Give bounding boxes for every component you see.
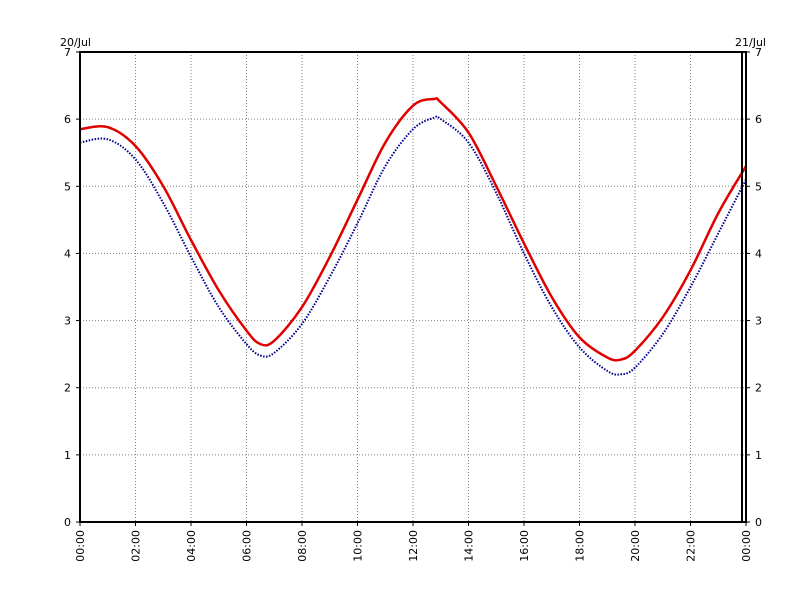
- y-tick-label-left: 7: [64, 46, 71, 59]
- x-tick-label: 00:00: [740, 530, 753, 562]
- y-tick-label-left: 5: [64, 180, 71, 193]
- y-tick-label-left: 3: [64, 315, 71, 328]
- y-tick-label-left: 0: [64, 516, 71, 529]
- x-tick-label: 12:00: [407, 530, 420, 562]
- x-tick-label: 00:00: [74, 530, 87, 562]
- x-tick-label: 04:00: [185, 530, 198, 562]
- date-label-end: 21/Jul: [735, 36, 766, 49]
- date-label-start: 20/Jul: [60, 36, 91, 49]
- x-tick-label: 10:00: [352, 530, 365, 562]
- y-tick-label-left: 4: [64, 247, 71, 260]
- y-tick-label-right: 6: [755, 113, 762, 126]
- ticks-layer: 0 0 1 1 2 2 3 3 4 4 5 5 6 6 7 7 00:00 02:00 04:00 06:00 08:0…: [64, 46, 762, 562]
- series-layer: [79, 97, 748, 376]
- grid: [80, 52, 746, 522]
- y-tick-label-right: 7: [755, 46, 762, 59]
- y-tick-label-left: 1: [64, 449, 71, 462]
- y-tick-label-right: 4: [755, 247, 762, 260]
- y-tick-label-right: 5: [755, 180, 762, 193]
- x-tick-label: 02:00: [130, 530, 143, 562]
- x-tick-label: 14:00: [463, 530, 476, 562]
- x-tick-label: 16:00: [518, 530, 531, 562]
- x-tick-label: 06:00: [241, 530, 254, 562]
- series-line-1: [79, 97, 748, 362]
- x-tick-label: 20:00: [629, 530, 642, 562]
- y-tick-label-right: 2: [755, 382, 762, 395]
- y-tick-label-right: 0: [755, 516, 762, 529]
- y-tick-label-right: 1: [755, 449, 762, 462]
- x-tick-label: 22:00: [685, 530, 698, 562]
- x-tick-label: 18:00: [574, 530, 587, 562]
- y-tick-label-left: 6: [64, 113, 71, 126]
- series-line-2: [79, 115, 747, 376]
- y-tick-label-left: 2: [64, 382, 71, 395]
- y-tick-label-right: 3: [755, 315, 762, 328]
- x-tick-label: 08:00: [296, 530, 309, 562]
